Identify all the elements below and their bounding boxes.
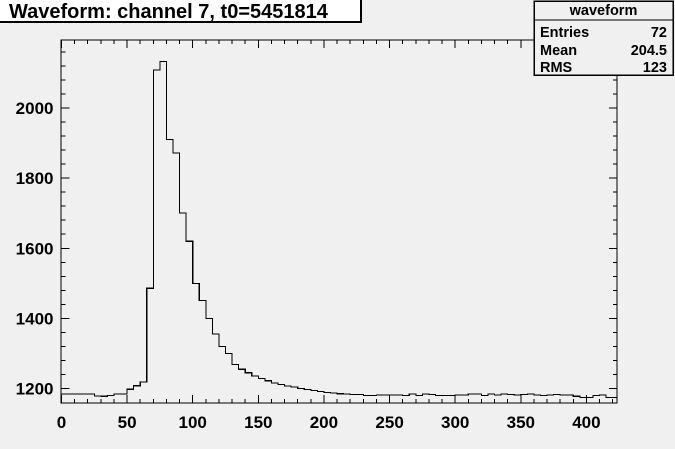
svg-text:1800: 1800	[16, 169, 54, 188]
svg-text:Entries: Entries	[540, 25, 589, 41]
svg-text:1200: 1200	[16, 380, 54, 399]
svg-text:waveform: waveform	[569, 3, 638, 19]
svg-text:1600: 1600	[16, 239, 54, 258]
svg-text:Mean: Mean	[540, 43, 577, 59]
svg-text:123: 123	[643, 60, 667, 76]
svg-text:100: 100	[179, 413, 207, 432]
svg-text:150: 150	[244, 413, 272, 432]
svg-text:250: 250	[375, 413, 403, 432]
svg-text:300: 300	[441, 413, 469, 432]
svg-text:200: 200	[310, 413, 338, 432]
svg-text:0: 0	[57, 413, 66, 432]
svg-text:Waveform: channel 7, t0=545181: Waveform: channel 7, t0=5451814	[9, 1, 329, 23]
svg-text:50: 50	[118, 413, 137, 432]
svg-text:RMS: RMS	[540, 60, 573, 76]
svg-text:350: 350	[507, 413, 535, 432]
svg-text:204.5: 204.5	[631, 43, 667, 59]
svg-text:72: 72	[651, 25, 667, 41]
svg-text:400: 400	[572, 413, 600, 432]
svg-text:2000: 2000	[16, 99, 54, 118]
svg-text:1400: 1400	[16, 309, 54, 328]
